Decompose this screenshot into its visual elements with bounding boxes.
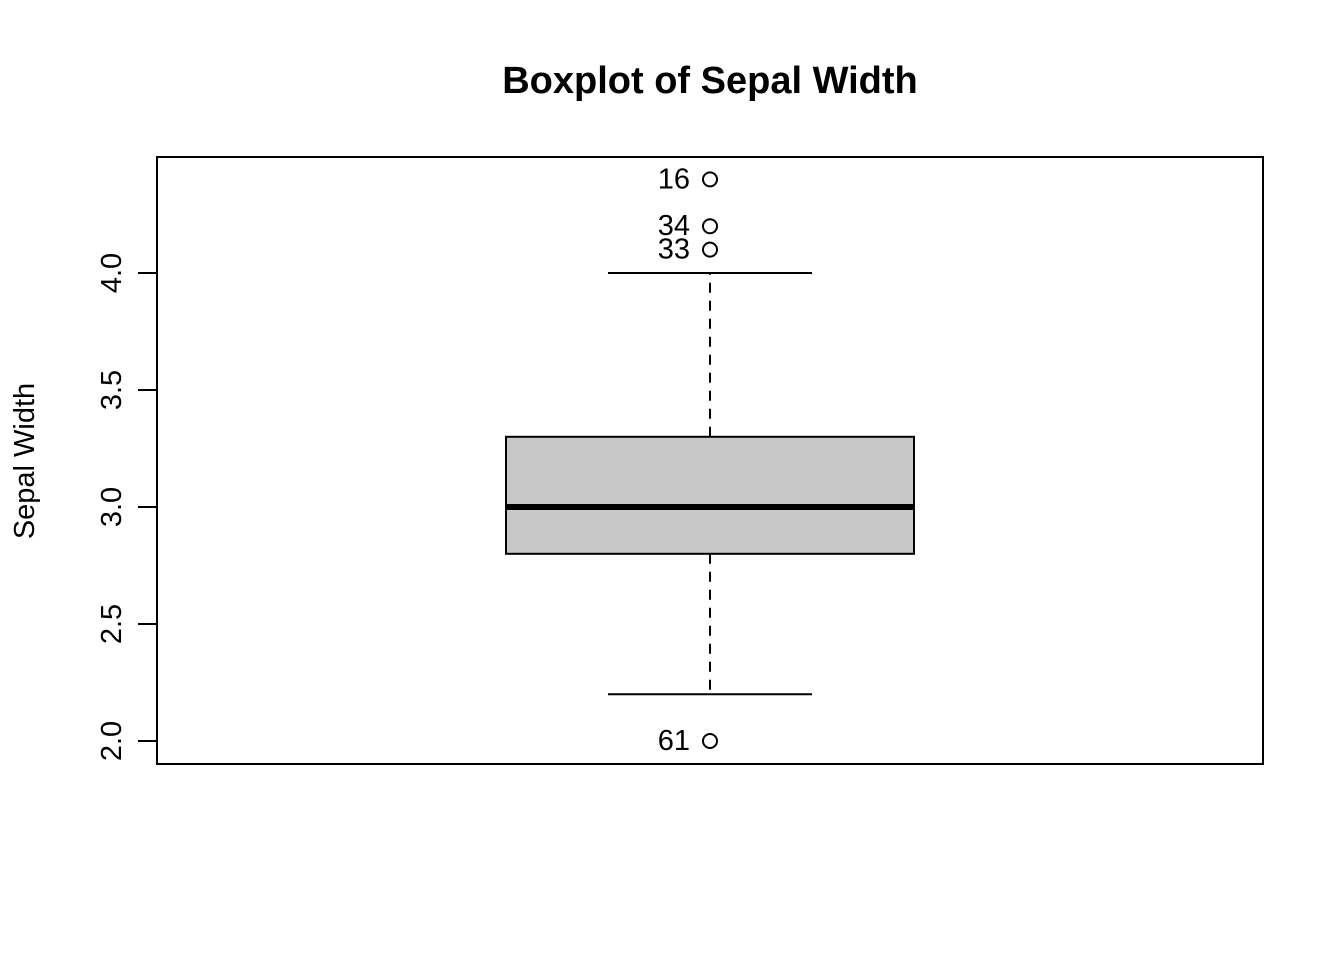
outlier-point [702,241,718,258]
box-group [505,272,915,696]
outlier-label: 16 [658,163,690,195]
outlier-label: 34 [658,210,690,242]
outlier-point [702,733,718,749]
outlier-label: 61 [658,725,690,757]
y-tick-label: 2.0 [96,721,128,761]
outlier-label: 33 [658,234,690,266]
y-axis: 2.0 2.5 3.0 3.5 4.0 [96,253,158,761]
outlier-point [702,171,718,188]
y-tick-label: 2.5 [96,604,128,644]
y-tick-label: 3.5 [96,370,128,410]
y-axis-label: Sepal Width [9,383,41,539]
chart-title: Boxplot of Sepal Width [502,60,918,102]
y-tick-label: 3.0 [96,487,128,527]
y-tick-label: 4.0 [96,253,128,293]
outlier-point [702,218,718,235]
iqr-box [505,435,915,555]
